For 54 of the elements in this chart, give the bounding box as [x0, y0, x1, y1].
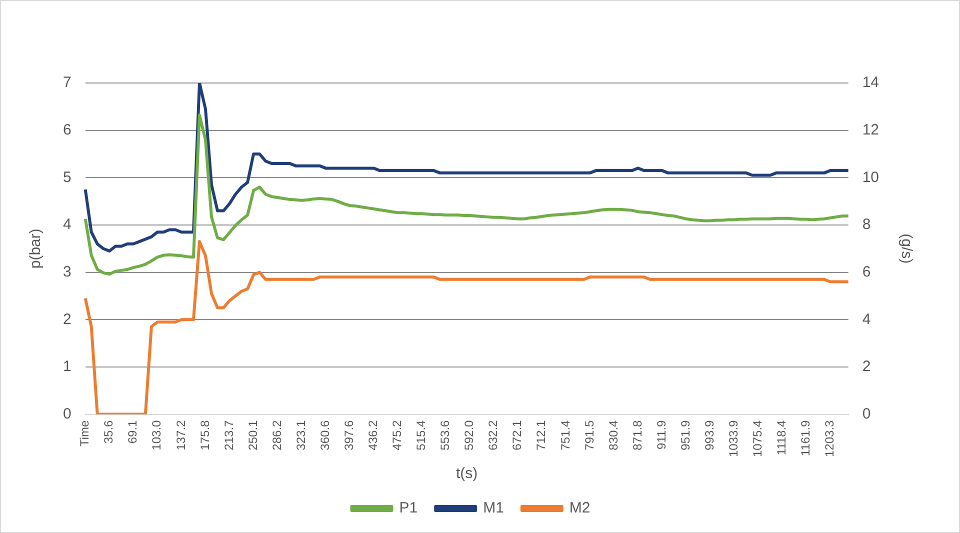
x-tick-label: 137.2 — [174, 420, 188, 450]
x-tick-label: 1203.3 — [822, 420, 837, 457]
y-tick-label: 3 — [63, 263, 72, 280]
y2-tick-label: 8 — [862, 216, 871, 234]
x-tick-label: 871.8 — [630, 420, 644, 450]
y2-tick-label: 14 — [862, 74, 880, 92]
x-tick-label: 323.1 — [294, 420, 308, 450]
x-tick-label: 436.2 — [366, 420, 380, 450]
y-axis-title: p(bar) — [27, 228, 44, 269]
y2-tick-label: 0 — [862, 405, 871, 422]
x-tick-label: 632.2 — [486, 420, 500, 450]
x-tick-label: 751.4 — [558, 420, 572, 450]
y-tick-label: 1 — [63, 358, 72, 376]
x-tick-label: 250.1 — [246, 420, 260, 450]
x-tick-label: 515.4 — [414, 420, 428, 450]
y2-tick-label: 10 — [862, 168, 880, 186]
y2-tick-label: 12 — [862, 121, 880, 138]
y2-axis-title: (g/s) — [898, 234, 915, 264]
legend-label: M2 — [569, 500, 590, 517]
y-tick-label: 7 — [63, 74, 72, 92]
y-tick-label: 5 — [63, 168, 72, 186]
legend-label: P1 — [399, 500, 418, 517]
legend-label: M1 — [483, 500, 504, 517]
y-tick-label: 6 — [63, 121, 72, 138]
x-tick-label: 993.9 — [702, 420, 716, 450]
x-axis-title: t(s) — [456, 465, 478, 482]
x-tick-label: 69.1 — [126, 420, 140, 444]
x-tick-label: 712.1 — [534, 420, 548, 450]
x-tick-label: Time — [78, 420, 92, 447]
y-tick-label: 0 — [63, 405, 72, 422]
x-tick-label: 911.9 — [654, 420, 668, 450]
x-tick-label: 360.6 — [318, 420, 332, 450]
x-tick-label: 475.2 — [390, 420, 404, 450]
x-tick-label: 951.9 — [678, 420, 692, 450]
y2-tick-label: 2 — [862, 358, 871, 376]
x-tick-label: 1075.4 — [750, 420, 765, 457]
x-tick-label: 1118.4 — [774, 420, 789, 456]
x-tick-label: 1033.9 — [726, 420, 740, 457]
x-tick-label: 103.0 — [150, 420, 164, 450]
y2-tick-label: 4 — [862, 310, 871, 328]
x-tick-label: 213.7 — [222, 420, 236, 450]
x-tick-label: 175.8 — [198, 420, 212, 450]
x-tick-label: 1161.9 — [798, 420, 813, 456]
x-tick-label: 830.4 — [606, 420, 620, 450]
x-tick-label: 791.5 — [582, 420, 596, 450]
x-tick-label: 592.0 — [462, 420, 476, 450]
x-tick-label: 35.6 — [102, 420, 116, 444]
y-tick-label: 2 — [63, 310, 72, 328]
x-tick-label: 286.2 — [270, 420, 284, 450]
x-tick-label: 672.1 — [510, 420, 524, 450]
x-tick-label: 553.6 — [438, 420, 452, 450]
x-tick-label: 397.6 — [342, 420, 356, 450]
y2-tick-label: 6 — [862, 263, 871, 280]
y-tick-label: 4 — [63, 216, 72, 234]
